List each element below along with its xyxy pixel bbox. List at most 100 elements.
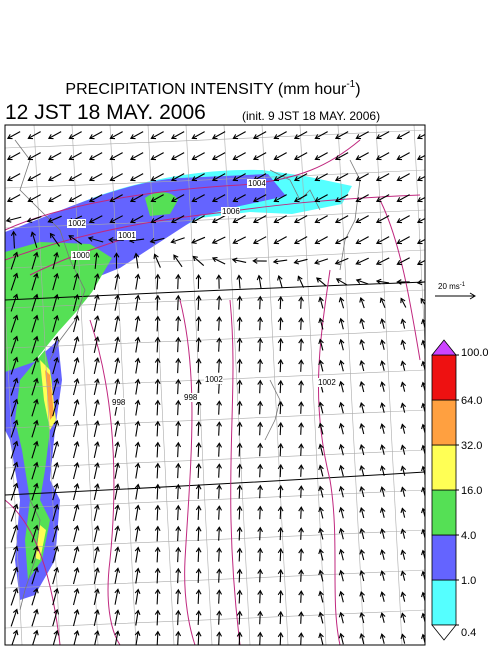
wind-arrow [239,465,240,478]
colorbar-label: 4.0 [461,530,476,542]
wind-arrow [301,486,302,498]
wind-arrow [239,570,240,583]
wind-arrow [301,318,302,330]
grid-line [5,490,425,508]
wind-arrow [280,591,281,603]
wind-arrow [198,296,199,310]
wind-arrow [198,359,199,373]
wind-arrow [198,632,199,646]
wind-arrow [178,569,179,583]
wind-arrow [157,464,158,479]
wind-arrow [301,423,302,435]
wind-arrow [219,296,220,309]
wind-arrow [157,380,158,395]
wind-arrow [260,570,261,583]
wind-arrow [239,444,240,457]
wind-arrow [280,444,281,456]
wind-arrow [301,570,302,582]
isobar-label: 998 [112,398,126,407]
wind-arrow [157,443,158,458]
wind-arrow [260,318,261,331]
wind-arrow [260,549,261,562]
isobar-label: 1002 [68,219,86,228]
wind-arrow [157,632,158,647]
wind-arrow [178,464,179,478]
colorbar-label: 1.0 [461,575,476,587]
wind-arrow [178,632,179,646]
colorbar-band [432,490,456,535]
wind-arrow [198,590,199,604]
wind-arrow [239,360,240,373]
valid-time: 12 JST 18 MAY. 2006 [5,101,206,124]
wind-arrow [178,548,179,562]
wind-arrow [260,381,261,394]
wind-arrow [157,338,158,353]
isobar-label: 1002 [318,378,336,387]
wind-arrow [301,465,302,477]
isobar-label: 1004 [248,179,266,188]
wind-arrow [280,528,281,540]
wind-arrow [301,297,302,309]
wind-arrow [178,401,179,415]
wind-arrow [178,422,179,436]
wind-arrow [301,591,302,603]
wind-arrow [280,612,281,624]
wind-arrow [280,318,281,330]
wind-arrow [219,506,220,519]
wind-arrow [193,256,203,265]
wind-arrow [219,485,220,498]
wind-arrow [280,360,281,372]
wind-arrow [260,339,261,352]
title: PRECIPITATION INTENSITY (mm hour-1) [65,79,360,98]
wind-arrow [239,402,240,415]
wind-arrow [198,506,199,520]
wind-arrow [219,590,220,603]
wind-arrow [280,633,281,645]
wind-arrow [219,338,220,351]
colorbar-band [432,445,456,490]
isobar-label: 1006 [222,207,240,216]
colorbar-band [432,400,456,445]
reference-vector [435,293,475,299]
wind-arrow [157,485,158,500]
wind-arrow [198,401,199,415]
wind-arrow [280,381,281,393]
wind-arrow [280,423,281,435]
wind-arrow [219,443,220,456]
isobar-label: 1001 [118,231,136,240]
colorbar-label: 0.4 [461,627,476,639]
wind-arrow [239,591,240,604]
wind-arrow [198,485,199,499]
wind-arrow [260,528,261,541]
wind-arrow [219,632,220,645]
wind-arrow [260,402,261,415]
wind-arrow [260,591,261,604]
wind-arrow [178,359,179,373]
wind-arrow [178,338,179,352]
isobar-label: 1000 [72,251,90,260]
wind-arrow [178,485,179,499]
wind-arrow [219,422,220,435]
wind-arrow [198,317,199,331]
wind-arrow [178,275,179,289]
title-main: PRECIPITATION INTENSITY (mm hour [65,81,347,98]
wind-arrow [301,360,302,372]
wind-arrow [157,359,158,374]
wind-arrow [239,339,240,352]
wind-arrow [239,423,240,436]
colorbar-under [432,625,456,640]
wind-arrow [301,339,302,351]
wind-arrow [198,611,199,625]
wind-arrow [178,506,179,520]
wind-arrow [301,549,302,561]
wind-arrow [198,548,199,562]
wind-arrow [157,527,158,542]
wind-arrow [301,402,302,414]
colorbar-band [432,535,456,580]
colorbar-label: 64.0 [461,395,482,407]
wind-arrow [178,443,179,457]
wind-arrow [239,633,240,646]
wind-arrow [260,444,261,457]
